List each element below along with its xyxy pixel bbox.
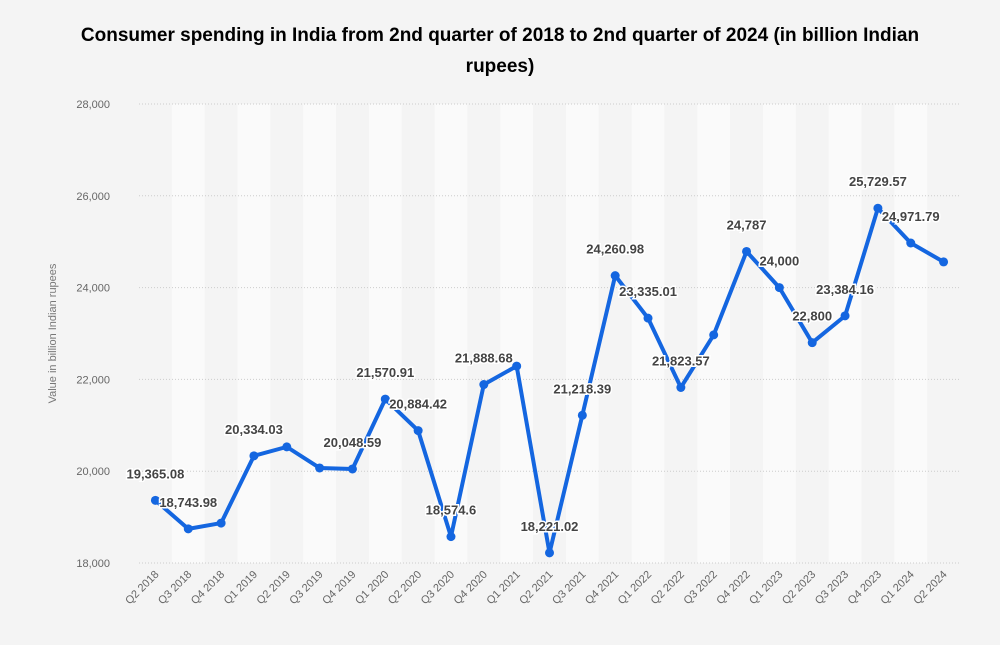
- band: [500, 104, 534, 563]
- x-tick-label: Q2 2022: [649, 569, 687, 607]
- x-tick-label: Q3 2019: [287, 569, 325, 607]
- y-tick-label: 18,000: [76, 558, 110, 570]
- data-point: [610, 271, 620, 281]
- y-tick-label: 20,000: [76, 466, 110, 478]
- band: [631, 104, 665, 563]
- data-point: [183, 524, 193, 534]
- y-tick-label: 24,000: [76, 283, 110, 295]
- data-point: [873, 203, 883, 213]
- y-tick-label: 22,000: [76, 374, 110, 386]
- x-tick-label: Q3 2022: [681, 569, 719, 607]
- series-line: [154, 206, 945, 555]
- x-tick-label: Q1 2023: [747, 569, 785, 607]
- data-point: [840, 311, 850, 321]
- data-label: 24,000: [759, 254, 799, 269]
- x-tick-label: Q4 2023: [846, 569, 884, 607]
- y-axis-title: Value in billion Indian rupees: [47, 263, 59, 403]
- data-label: 22,800: [792, 309, 832, 324]
- x-tick-label: Q4 2021: [583, 569, 621, 607]
- data-point: [282, 442, 292, 452]
- x-tick-label: Q4 2018: [189, 569, 227, 607]
- data-point: [380, 394, 390, 404]
- data-point: [774, 283, 784, 293]
- data-point: [446, 532, 456, 542]
- band: [368, 104, 402, 563]
- data-label: 21,570.91: [356, 365, 414, 380]
- data-point: [479, 380, 489, 390]
- data-label: 21,218.39: [553, 381, 611, 396]
- band: [894, 104, 928, 563]
- data-point: [643, 313, 653, 323]
- x-tick-label: Q1 2024: [879, 569, 917, 607]
- x-tick-label: Q2 2023: [780, 569, 818, 607]
- data-point: [742, 246, 752, 256]
- data-label: 23,335.01: [619, 284, 677, 299]
- data-label: 24,971.79: [882, 209, 940, 224]
- data-point: [807, 338, 817, 348]
- y-tick-label: 28,000: [76, 99, 110, 111]
- data-point: [347, 464, 357, 474]
- x-tick-label: Q2 2020: [386, 569, 424, 607]
- band: [171, 104, 205, 563]
- band: [828, 104, 862, 563]
- band: [303, 104, 337, 563]
- x-tick-label: Q3 2021: [550, 569, 588, 607]
- band: [762, 104, 796, 563]
- data-label: 24,787: [727, 217, 767, 232]
- data-label: 23,384.16: [816, 282, 874, 297]
- x-tick-label: Q2 2018: [123, 569, 161, 607]
- x-tick-label: Q4 2020: [452, 569, 490, 607]
- data-point: [216, 518, 226, 528]
- data-label: 20,334.03: [225, 422, 283, 437]
- y-tick-label: 26,000: [76, 191, 110, 203]
- x-tick-label: Q4 2022: [714, 569, 752, 607]
- data-label: 18,574.6: [426, 503, 477, 518]
- x-tick-label: Q3 2018: [156, 569, 194, 607]
- x-tick-label: Q1 2021: [484, 569, 522, 607]
- data-point: [150, 495, 160, 505]
- x-tick-label: Q3 2023: [813, 569, 851, 607]
- x-tick-label: Q1 2022: [616, 569, 654, 607]
- x-tick-label: Q4 2019: [320, 569, 358, 607]
- data-point: [315, 463, 325, 473]
- x-tick-label: Q2 2024: [911, 569, 949, 607]
- x-tick-label: Q1 2019: [222, 569, 260, 607]
- x-tick-label: Q2 2019: [255, 569, 293, 607]
- data-label: 21,888.68: [455, 351, 513, 366]
- data-point: [512, 361, 522, 371]
- x-tick-label: Q2 2021: [517, 569, 555, 607]
- data-label: 20,884.42: [389, 397, 447, 412]
- data-label: 21,823.57: [652, 353, 710, 368]
- data-point: [906, 238, 916, 248]
- data-label: 18,221.02: [521, 519, 579, 534]
- data-label: 20,048.59: [324, 435, 382, 450]
- chart-title: Consumer spending in India from 2nd quar…: [80, 25, 920, 77]
- data-label: 18,743.98: [159, 495, 217, 510]
- data-point: [577, 410, 587, 420]
- band: [565, 104, 599, 563]
- data-point: [249, 451, 259, 461]
- data-point: [545, 548, 554, 558]
- data-point: [676, 382, 686, 392]
- x-tick-label: Q3 2020: [419, 569, 457, 607]
- data-point: [939, 257, 949, 267]
- data-label: 25,729.57: [849, 174, 907, 189]
- data-point: [709, 330, 719, 340]
- x-tick-label: Q1 2020: [353, 569, 391, 607]
- data-point: [413, 426, 423, 436]
- data-label: 19,365.08: [126, 466, 184, 481]
- data-label: 24,260.98: [586, 242, 644, 257]
- band: [237, 104, 271, 563]
